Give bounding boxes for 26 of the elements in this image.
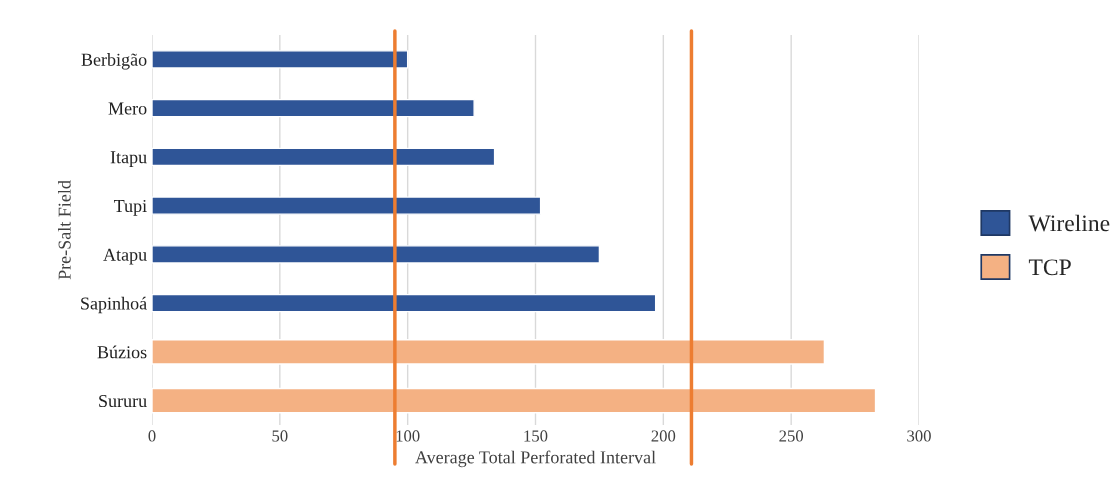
bar [152, 245, 601, 264]
x-tick-label: 300 [907, 430, 931, 442]
y-tick-label: Búzios [97, 345, 147, 359]
legend-label: Wireline [1028, 214, 1110, 232]
bar [152, 98, 475, 118]
y-axis-title: Pre-Salt Field [58, 180, 71, 280]
y-tick-label: Berbigão [81, 53, 147, 70]
y-tick-label: Sapinhoá [81, 296, 147, 314]
bar [152, 50, 409, 69]
bar [152, 147, 496, 167]
legend-label: TCP [1028, 259, 1071, 276]
x-tick-label: 0 [148, 430, 156, 442]
y-tick-label: Itapu [110, 151, 147, 167]
x-tick-label: 50 [272, 430, 288, 442]
y-tick-label: Mero [108, 102, 147, 115]
bar [152, 293, 657, 313]
x-tick-label: 250 [779, 430, 804, 442]
y-tick-label: Tupi [114, 199, 147, 216]
x-axis-title: Average Total Perforated Interval [415, 450, 656, 468]
y-tick-label: Atapu [103, 248, 147, 265]
bar [152, 196, 542, 215]
y-tick-label: Sururu [99, 394, 147, 408]
x-tick-label: 200 [651, 430, 676, 442]
bar [152, 387, 877, 414]
bar [152, 338, 826, 365]
x-tick-label: 150 [524, 430, 548, 442]
